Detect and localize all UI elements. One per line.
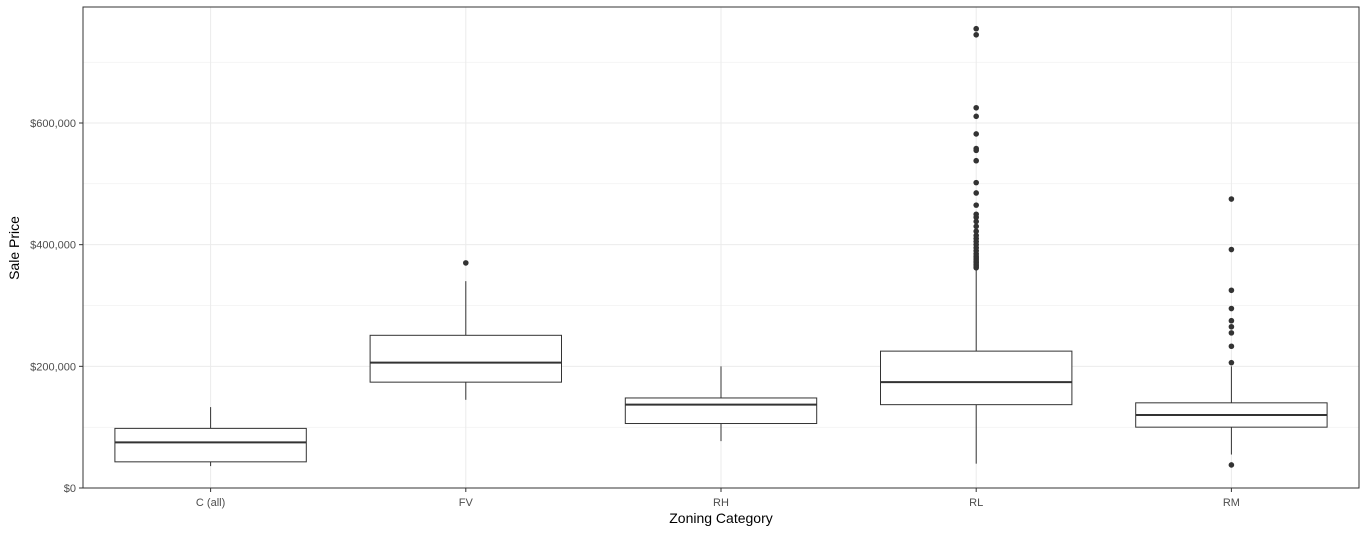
x-tick-label: RM xyxy=(1223,497,1240,509)
x-axis-title: Zoning Category xyxy=(669,510,773,526)
outlier-point xyxy=(973,223,979,230)
box-fv xyxy=(369,260,562,400)
box-layer xyxy=(114,25,1328,468)
outlier-point xyxy=(973,25,979,32)
outlier-point xyxy=(1228,196,1235,202)
outlier-point xyxy=(973,218,979,225)
x-axis: C (all) FV RH RL RM xyxy=(196,488,1240,509)
outlier-point xyxy=(1228,317,1235,324)
x-tick-label: RL xyxy=(969,497,983,509)
x-tick-label: RH xyxy=(713,497,729,509)
outlier-point xyxy=(973,104,979,111)
outlier-point xyxy=(973,179,979,186)
outlier-point xyxy=(973,211,979,218)
iqr-box xyxy=(880,350,1073,406)
y-tick-label: $200,000 xyxy=(30,361,76,373)
outlier-point xyxy=(1228,359,1235,366)
y-tick-label: $600,000 xyxy=(30,118,76,130)
y-tick-label: $0 xyxy=(64,483,76,495)
box-rm xyxy=(1135,196,1328,468)
iqr-box xyxy=(369,334,562,383)
outlier-point xyxy=(973,157,979,164)
iqr-box xyxy=(624,397,818,425)
x-tick-label: FV xyxy=(459,497,474,509)
outlier-point xyxy=(973,232,979,239)
outlier-point xyxy=(1228,462,1235,468)
outlier-point xyxy=(973,31,979,38)
x-tick-label: C (all) xyxy=(196,497,225,509)
outlier-point xyxy=(1228,343,1235,350)
outlier-point xyxy=(1228,330,1235,336)
box-rl xyxy=(880,25,1073,464)
outlier-point xyxy=(463,260,469,266)
outlier-point xyxy=(1228,246,1235,253)
outlier-point xyxy=(1228,305,1235,312)
outlier-point xyxy=(973,113,979,120)
iqr-box xyxy=(114,427,307,463)
outlier-point xyxy=(1228,287,1235,294)
outlier-point xyxy=(973,190,979,196)
box-rh xyxy=(624,366,818,442)
outlier-point xyxy=(973,202,979,208)
outlier-point xyxy=(1228,323,1235,330)
outlier-point xyxy=(973,228,979,235)
outlier-point xyxy=(973,131,979,137)
box-c-all xyxy=(114,407,307,467)
outlier-point xyxy=(973,145,979,152)
y-axis-title: Sale Price xyxy=(6,216,22,280)
y-tick-label: $400,000 xyxy=(30,240,76,252)
y-axis: $0 $200,000 $400,000 $600,000 xyxy=(30,118,83,495)
